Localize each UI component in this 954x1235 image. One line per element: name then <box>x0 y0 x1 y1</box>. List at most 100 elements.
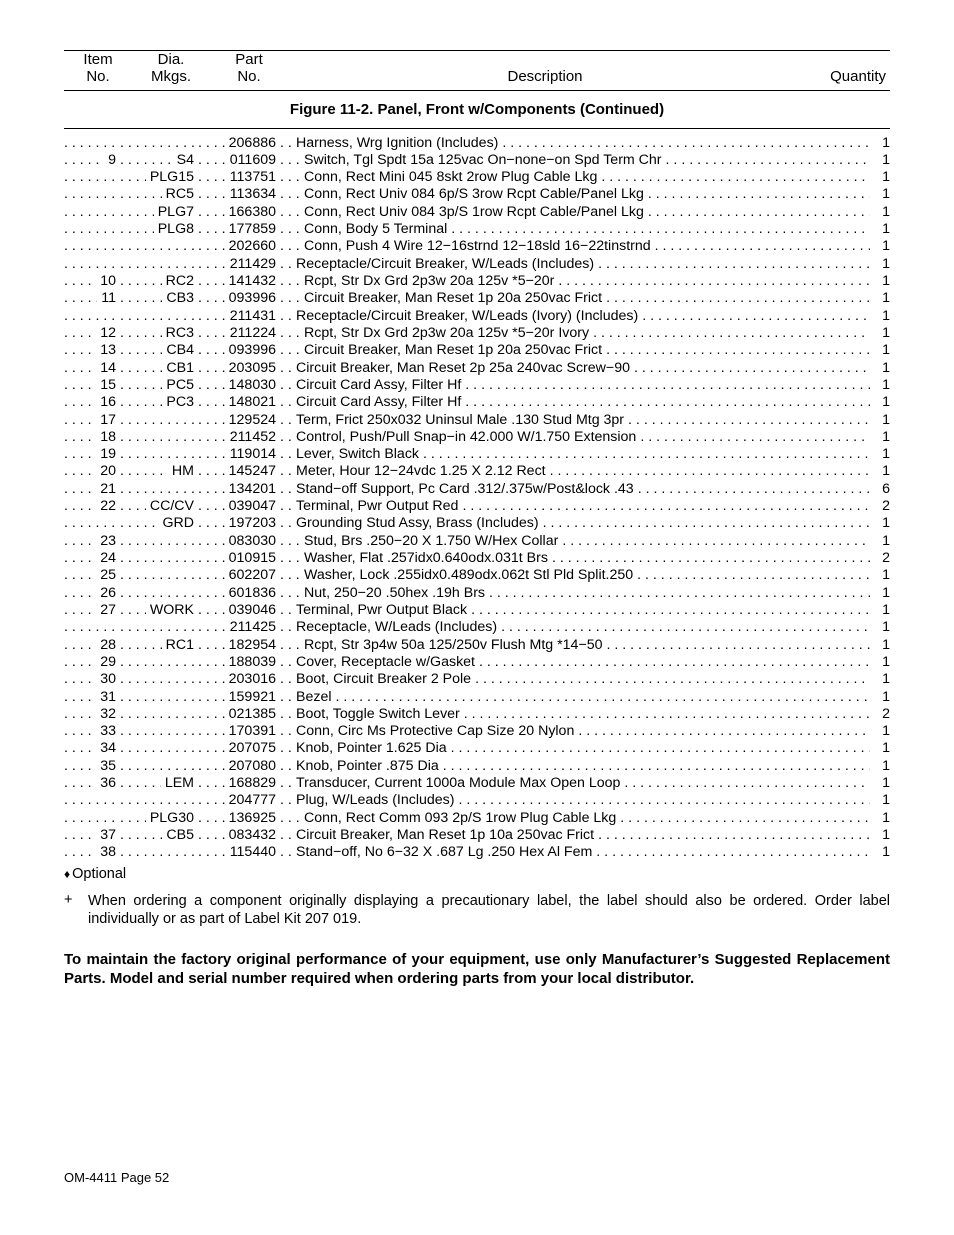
description: Terminal, Pwr Output Red <box>292 498 462 515</box>
part-no: 093996 <box>225 342 280 359</box>
description: Stud, Brs .250−20 X 1.750 W/Hex Collar <box>300 533 562 550</box>
cell-part: 211224 <box>198 325 280 342</box>
description: Stand−off Support, Pc Card .312/.375w/Po… <box>292 481 638 498</box>
item-no: 14 <box>96 360 120 377</box>
part-row: PLG30136925Conn, Rect Comm 093 2p/S 1row… <box>64 810 890 827</box>
cell-part: 211452 <box>198 429 280 446</box>
cell-dia <box>120 585 198 602</box>
cell-desc: Circuit Breaker, Man Reset 2p 25a 240vac… <box>280 360 870 377</box>
cell-dia <box>120 654 198 671</box>
part-no: 207075 <box>225 740 280 757</box>
cell-desc: Circuit Breaker, Man Reset 1p 10a 250vac… <box>280 827 870 844</box>
cell-part: 203095 <box>198 360 280 377</box>
cell-qty: 1 <box>870 377 890 394</box>
optional-note: ♦Optional <box>64 866 890 882</box>
cell-part: 159921 <box>198 689 280 706</box>
cell-part: 039047 <box>198 498 280 515</box>
description: Stand−off, No 6−32 X .687 Lg .250 Hex Al… <box>292 844 596 861</box>
cell-desc: Conn, Circ Ms Protective Cap Size 20 Nyl… <box>280 723 870 740</box>
cell-dia <box>120 412 198 429</box>
cell-qty: 1 <box>870 463 890 480</box>
item-no: 22 <box>96 498 120 515</box>
cell-item <box>64 238 120 255</box>
cell-desc: Conn, Body 5 Terminal <box>280 221 870 238</box>
part-no: 113634 <box>226 186 280 203</box>
cell-dia: PLG15 <box>120 169 198 186</box>
cell-item: 18 <box>64 429 120 446</box>
item-no: 38 <box>96 844 120 861</box>
part-no: 211429 <box>226 256 280 273</box>
part-no: 113751 <box>226 169 280 186</box>
part-row: 29188039Cover, Receptacle w/Gasket1 <box>64 654 890 671</box>
description: Boot, Toggle Switch Lever <box>292 706 464 723</box>
cell-desc: Washer, Lock .255idx0.489odx.062t Stl Pl… <box>280 567 870 584</box>
cell-dia <box>120 689 198 706</box>
part-row: 19119014Lever, Switch Black1 <box>64 446 890 463</box>
description: Boot, Circuit Breaker 2 Pole <box>292 671 475 688</box>
dia-mkgs: CB1 <box>162 360 198 377</box>
part-row: RC5113634Conn, Rect Univ 084 6p/S 3row R… <box>64 186 890 203</box>
cell-item: 12 <box>64 325 120 342</box>
part-row: 26601836Nut, 250−20 .50hex .19h Brs1 <box>64 585 890 602</box>
cell-part: 136925 <box>198 810 280 827</box>
col-desc: Description <box>288 51 802 88</box>
cell-desc: Circuit Card Assy, Filter Hf <box>280 377 870 394</box>
cell-desc: Plug, W/Leads (Includes) <box>280 792 870 809</box>
cell-item: 10 <box>64 273 120 290</box>
description: Circuit Breaker, Man Reset 1p 10a 250vac… <box>292 827 598 844</box>
description: Transducer, Current 1000a Module Max Ope… <box>292 775 624 792</box>
cell-qty: 1 <box>870 567 890 584</box>
dia-mkgs: PC5 <box>162 377 198 394</box>
part-row: 33170391Conn, Circ Ms Protective Cap Siz… <box>64 723 890 740</box>
part-no: 039046 <box>225 602 280 619</box>
cell-part: 601836 <box>198 585 280 602</box>
cell-qty: 1 <box>870 619 890 636</box>
part-no: 083432 <box>225 827 280 844</box>
description: Term, Frict 250x032 Uninsul Male .130 St… <box>292 412 628 429</box>
cell-item: 13 <box>64 342 120 359</box>
cell-part: 206886 <box>198 135 280 152</box>
cell-dia <box>120 758 198 775</box>
cell-item <box>64 792 120 809</box>
description: Harness, Wrg Ignition (Includes) <box>292 135 502 152</box>
part-row: 204777Plug, W/Leads (Includes)1 <box>64 792 890 809</box>
cell-qty: 1 <box>870 238 890 255</box>
description: Conn, Rect Comm 093 2p/S 1row Plug Cable… <box>300 810 620 827</box>
cell-desc: Control, Push/Pull Snap−in 42.000 W/1.75… <box>280 429 870 446</box>
cell-desc: Stand−off Support, Pc Card .312/.375w/Po… <box>280 481 870 498</box>
description: Circuit Breaker, Man Reset 2p 25a 240vac… <box>292 360 634 377</box>
part-row: 20HM145247Meter, Hour 12−24vdc 1.25 X 2.… <box>64 463 890 480</box>
description: Receptacle/Circuit Breaker, W/Leads (Inc… <box>292 256 598 273</box>
cell-dia: CB5 <box>120 827 198 844</box>
cell-item: 32 <box>64 706 120 723</box>
cell-part: 177859 <box>198 221 280 238</box>
part-no: 202660 <box>225 238 280 255</box>
part-no: 159921 <box>225 689 280 706</box>
cell-part: 113751 <box>198 169 280 186</box>
part-no: 177859 <box>225 221 280 238</box>
cell-item: 22 <box>64 498 120 515</box>
part-row: 31159921Bezel1 <box>64 689 890 706</box>
item-no: 25 <box>96 567 120 584</box>
cell-desc: Conn, Push 4 Wire 12−16strnd 12−18sld 16… <box>280 238 870 255</box>
part-row: 211429 Receptacle/Circuit Breaker, W/Lead… <box>64 256 890 273</box>
cell-part: 197203 <box>198 515 280 532</box>
cell-part: 170391 <box>198 723 280 740</box>
cell-part: 203016 <box>198 671 280 688</box>
cell-dia <box>120 792 198 809</box>
description: Rcpt, Str Dx Grd 2p3w 20a 125v *5−20r Iv… <box>300 325 593 342</box>
cell-desc: Circuit Breaker, Man Reset 1p 20a 250vac… <box>280 290 870 307</box>
part-no: 136925 <box>225 810 280 827</box>
item-no: 20 <box>96 463 120 480</box>
cell-qty: 1 <box>870 533 890 550</box>
part-row: 38115440Stand−off, No 6−32 X .687 Lg .25… <box>64 844 890 861</box>
cell-part: 207075 <box>198 740 280 757</box>
cell-item <box>64 515 120 532</box>
dia-mkgs: PLG8 <box>154 221 198 238</box>
item-no: 12 <box>96 325 120 342</box>
cell-desc: Terminal, Pwr Output Red <box>280 498 870 515</box>
item-no: 32 <box>96 706 120 723</box>
part-row: 37CB5083432Circuit Breaker, Man Reset 1p… <box>64 827 890 844</box>
cell-dia: HM <box>120 463 198 480</box>
part-no: 011609 <box>226 152 280 169</box>
